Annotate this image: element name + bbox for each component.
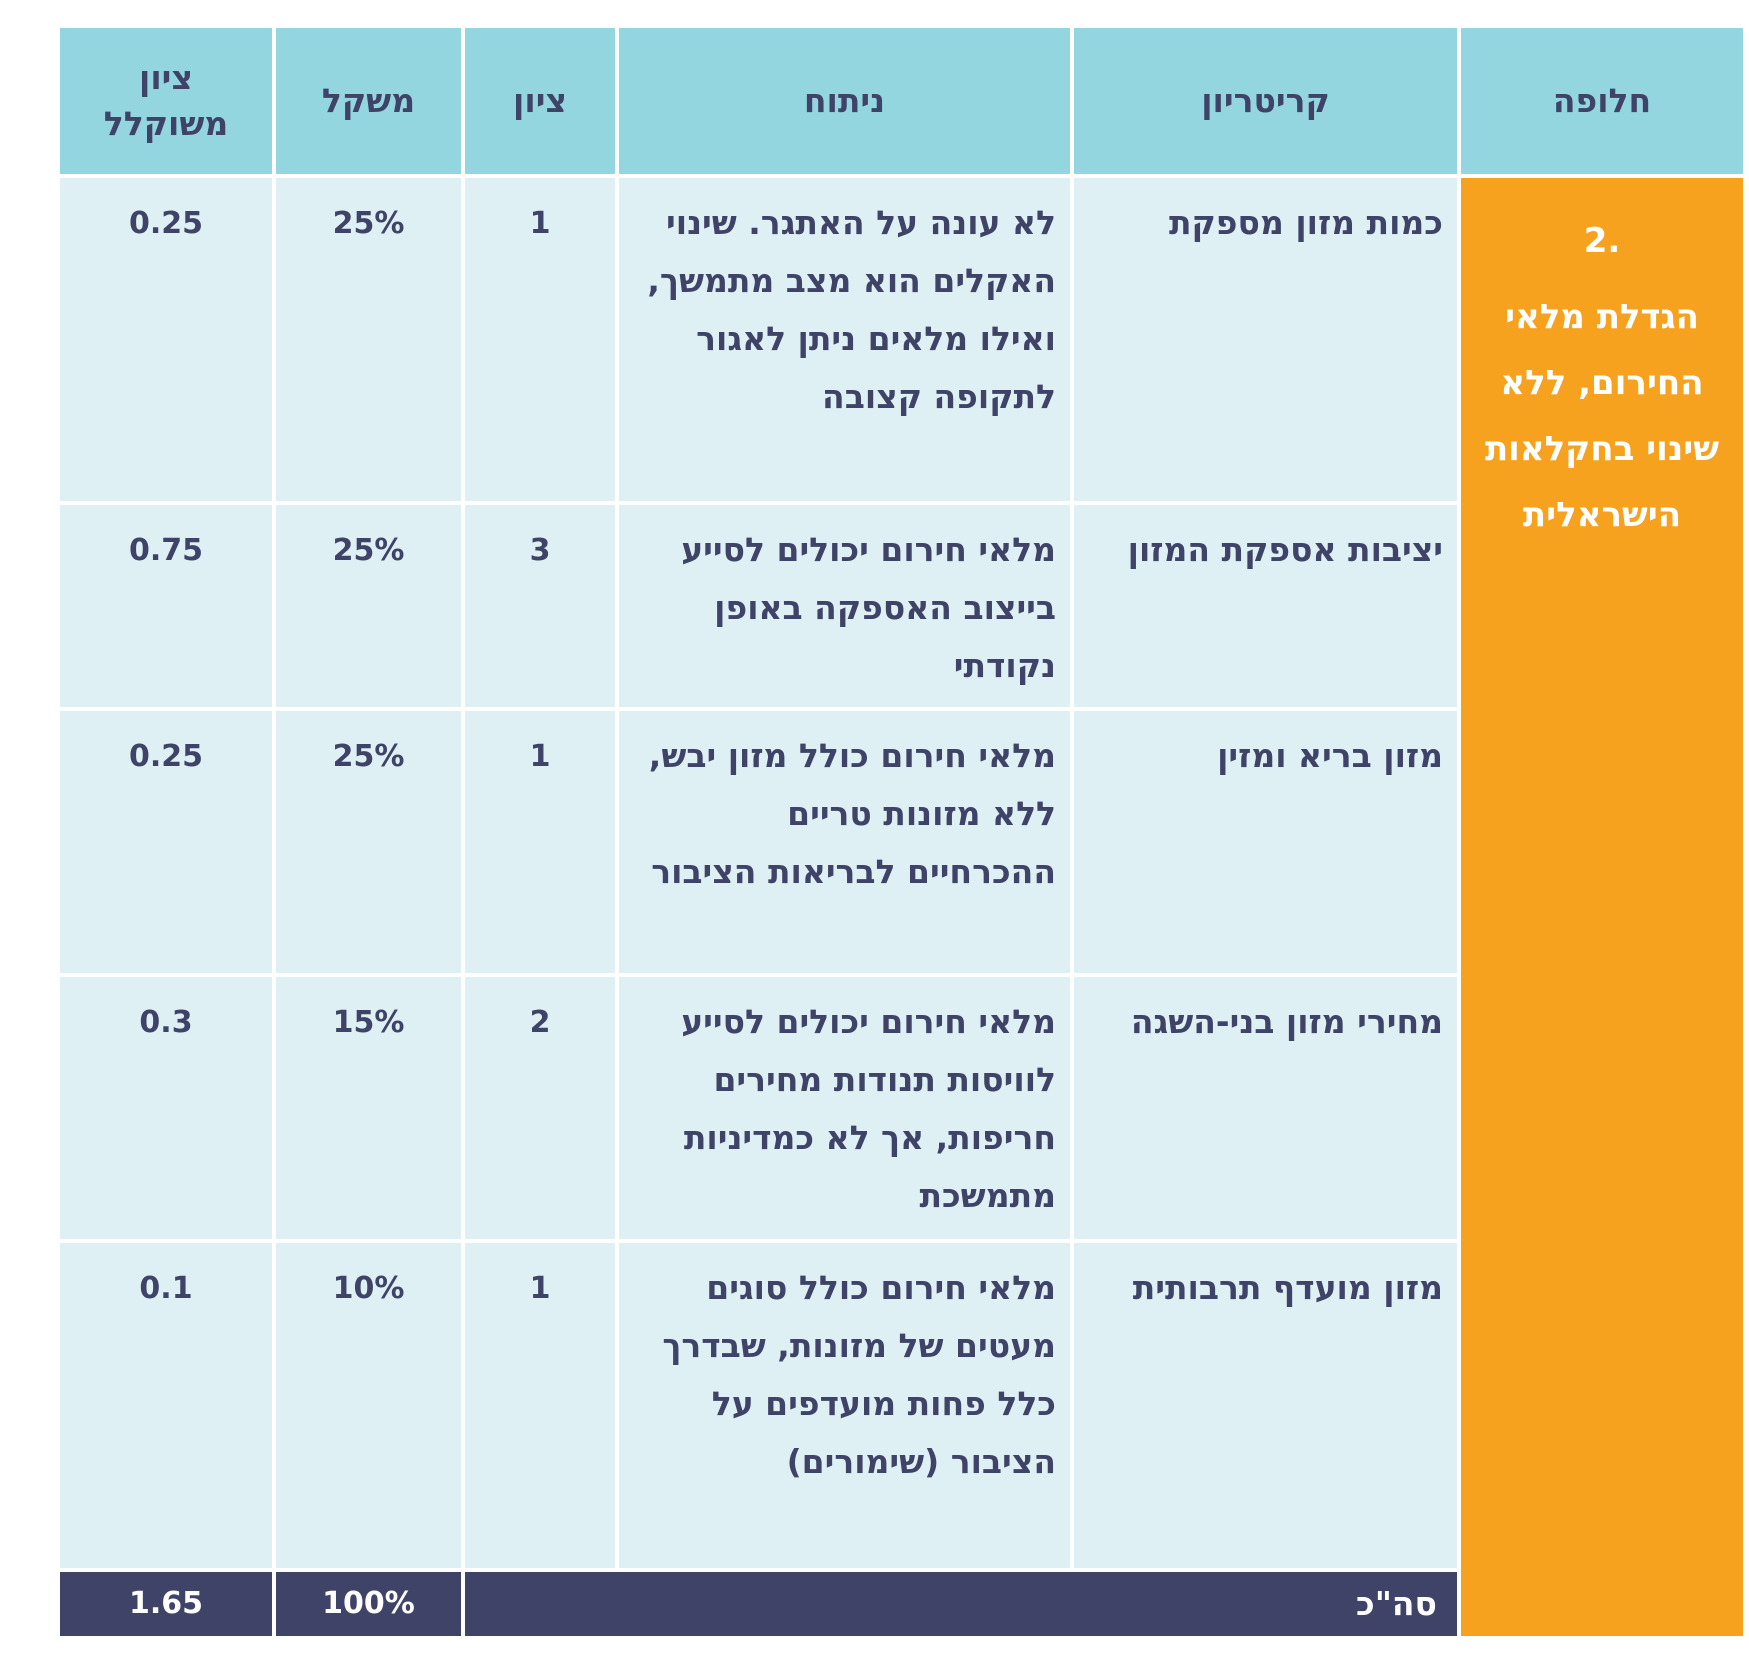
table-row-analysis: מלאי חירום יכולים לסייע לוויסות תנודות מ… [619, 977, 1070, 1239]
header-weighted-score: ציון משוקלל [60, 28, 272, 174]
table-row-score: 1 [465, 178, 615, 501]
table-row-score: 3 [465, 505, 615, 707]
alternative-title: הגדלת מלאי החירום, ללא שינוי בחקלאות היש… [1484, 297, 1720, 535]
header-alternative: חלופה [1461, 28, 1743, 174]
header-weighted-score-line1: ציון [139, 58, 193, 97]
table-row-criterion: מזון מועדף תרבותית [1074, 1243, 1457, 1568]
table-row-criterion: כמות מזון מספקת [1074, 178, 1457, 501]
table-row-score: 2 [465, 977, 615, 1239]
total-weight: 100% [276, 1572, 461, 1636]
table-row-analysis: לא עונה על האתגר. שינוי האקלים הוא מצב מ… [619, 178, 1070, 501]
alternative-number: 2. [1583, 221, 1621, 261]
table-row-weight: 15% [276, 977, 461, 1239]
table-row-score: 1 [465, 711, 615, 973]
total-label: סה"כ [465, 1572, 1457, 1636]
alternative-cell: 2. הגדלת מלאי החירום, ללא שינוי בחקלאות … [1461, 178, 1743, 1636]
header-weight: משקל [276, 28, 461, 174]
table-row-weight: 25% [276, 178, 461, 501]
header-score: ציון [465, 28, 615, 174]
header-criterion: קריטריון [1074, 28, 1457, 174]
table-row-weight: 25% [276, 711, 461, 973]
table-row-criterion: מחירי מזון בני-השגה [1074, 977, 1457, 1239]
table-row-weighted: 0.1 [60, 1243, 272, 1568]
table-row-weighted: 0.25 [60, 711, 272, 973]
header-analysis: ניתוח [619, 28, 1070, 174]
table-row-criterion: מזון בריא ומזין [1074, 711, 1457, 973]
table-row-analysis: מלאי חירום יכולים לסייע בייצוב האספקה בא… [619, 505, 1070, 707]
table-row-score: 1 [465, 1243, 615, 1568]
table-row-analysis: מלאי חירום כולל סוגים מעטים של מזונות, ש… [619, 1243, 1070, 1568]
table-row-criterion: יציבות אספקת המזון [1074, 505, 1457, 707]
header-weighted-score-line2: משוקלל [103, 104, 229, 143]
table-row-weighted: 0.25 [60, 178, 272, 501]
total-weighted-score: 1.65 [60, 1572, 272, 1636]
table-row-weighted: 0.3 [60, 977, 272, 1239]
table-row-weight: 25% [276, 505, 461, 707]
evaluation-table: ציון משוקלל משקל ציון ניתוח קריטריון חלו… [60, 28, 1743, 1636]
table-row-weight: 10% [276, 1243, 461, 1568]
table-row-analysis: מלאי חירום כולל מזון יבש, ללא מזונות טרי… [619, 711, 1070, 973]
table-row-weighted: 0.75 [60, 505, 272, 707]
